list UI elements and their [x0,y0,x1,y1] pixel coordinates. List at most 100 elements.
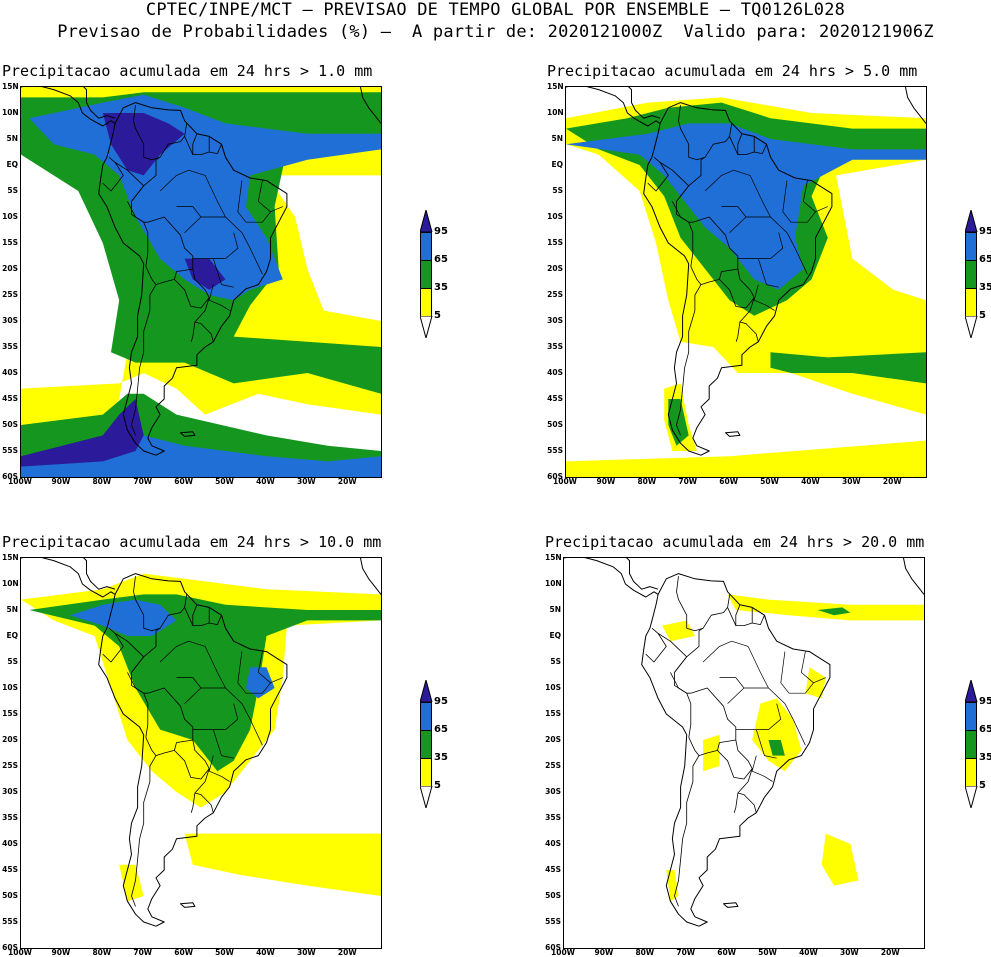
probability-map-svg [564,558,924,927]
probability-region-5pct [727,594,924,621]
lat-tick-label: 60S [2,943,18,952]
lat-tick-label: 60S [547,472,563,481]
probability-region-65pct [21,435,381,477]
lat-tick-label: 35S [547,342,563,351]
lat-tick-label: 10N [547,108,564,117]
country-border [672,201,693,223]
coastline-south-america [98,102,288,456]
state-border [802,180,828,213]
lat-tick-label: 55S [545,917,561,926]
state-border [159,640,206,663]
lat-tick-label: 10S [545,683,561,692]
coastline-south-america [641,573,831,927]
coastline-south-america [98,573,288,927]
lon-tick-label: 80W [635,948,655,957]
lon-tick-label: 90W [594,948,614,957]
lon-tick-label: 50W [215,477,234,486]
lon-tick-label: 30W [297,948,316,957]
state-border [756,703,782,730]
state-border [212,258,234,288]
map-panel-10mm: Precipitacao acumulada em 24 hrs > 10.0 … [2,533,422,957]
lon-tick-label: 30W [297,477,316,486]
country-border [733,792,739,813]
country-border [184,136,222,155]
probability-region-35pct [817,607,851,616]
legend-label: 65 [979,724,991,735]
probability-region-5pct [566,440,926,477]
state-border [249,719,263,746]
state-border [212,729,234,759]
lat-tick-label: 10S [2,212,18,221]
lon-tick-label: 100W [551,948,575,957]
lon-tick-label: 40W [256,948,275,957]
probability-region-5pct [184,833,381,896]
state-border [204,646,226,689]
lat-tick-label: 30S [2,316,18,325]
legend-arrow-top [420,210,433,232]
color-legend: 95 65 35 5 [965,210,991,352]
state-border [755,729,777,759]
probability-region-5pct [821,833,859,886]
lon-tick-label: 20W [337,477,357,486]
country-border [678,105,706,161]
country-border [676,266,702,436]
lat-tick-label: 10N [545,579,562,588]
legend-label: 35 [434,282,448,293]
map-panel-5mm: Precipitacao acumulada em 24 hrs > 5.0 m… [547,62,967,486]
country-border [737,768,757,813]
lon-tick-label: 30W [840,948,859,957]
state-border [208,755,230,782]
lon-tick-label: 40W [799,948,818,957]
falkland-islands [180,431,196,437]
country-border [147,216,194,285]
lon-tick-label: 20W [882,477,902,486]
lat-tick-label: 25S [547,290,563,299]
lon-tick-label: 70W [676,948,696,957]
probability-map [20,86,382,478]
probability-map-svg [21,558,381,927]
country-border [657,633,692,738]
country-border [184,607,222,626]
state-border [753,284,775,311]
state-border [800,651,826,684]
lat-tick-label: 60S [545,943,561,952]
legend-swatch [420,730,432,759]
color-legend: 95 65 35 5 [420,210,450,352]
country-border [190,321,196,342]
lon-tick-label: 50W [215,948,234,957]
lat-tick-label: 20S [545,735,561,744]
legend-swatch [965,758,977,787]
lat-tick-label: 15N [2,82,19,91]
coastline-central-america-north [83,87,116,119]
coastline-central-america [21,558,116,598]
lon-tick-label: 60W [719,477,738,486]
legend-arrow-bottom [965,316,978,338]
legend-swatch [420,702,432,731]
probability-region-35pct [770,352,926,384]
legend-label: 65 [434,724,448,735]
legend-label: 35 [434,752,448,763]
lon-tick-label: 50W [760,477,779,486]
probability-map-svg [21,87,381,477]
lat-tick-label: 10S [547,212,563,221]
lon-tick-label: 60W [174,948,193,957]
coastline-central-america-north [628,87,661,119]
state-border [792,719,806,746]
country-border [174,739,210,780]
lat-tick-label: 35S [2,813,18,822]
state-border [213,703,239,730]
legend-swatch [965,730,977,759]
color-legend: 95 65 35 5 [965,680,991,822]
state-border [225,687,251,720]
state-border [770,216,796,249]
state-border [249,248,263,275]
falkland-islands [725,431,741,437]
legend-swatch [420,758,432,787]
lat-tick-label: 5N [6,605,19,614]
state-border [237,180,271,223]
country-border [659,162,694,267]
state-border [780,651,814,694]
lat-tick-label: 20S [2,735,18,744]
lon-tick-label: 60W [174,477,193,486]
country-border [131,737,157,907]
